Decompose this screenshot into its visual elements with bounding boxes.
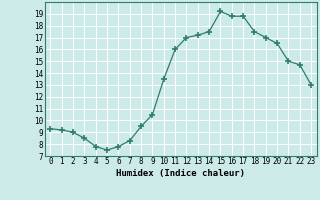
X-axis label: Humidex (Indice chaleur): Humidex (Indice chaleur) bbox=[116, 169, 245, 178]
